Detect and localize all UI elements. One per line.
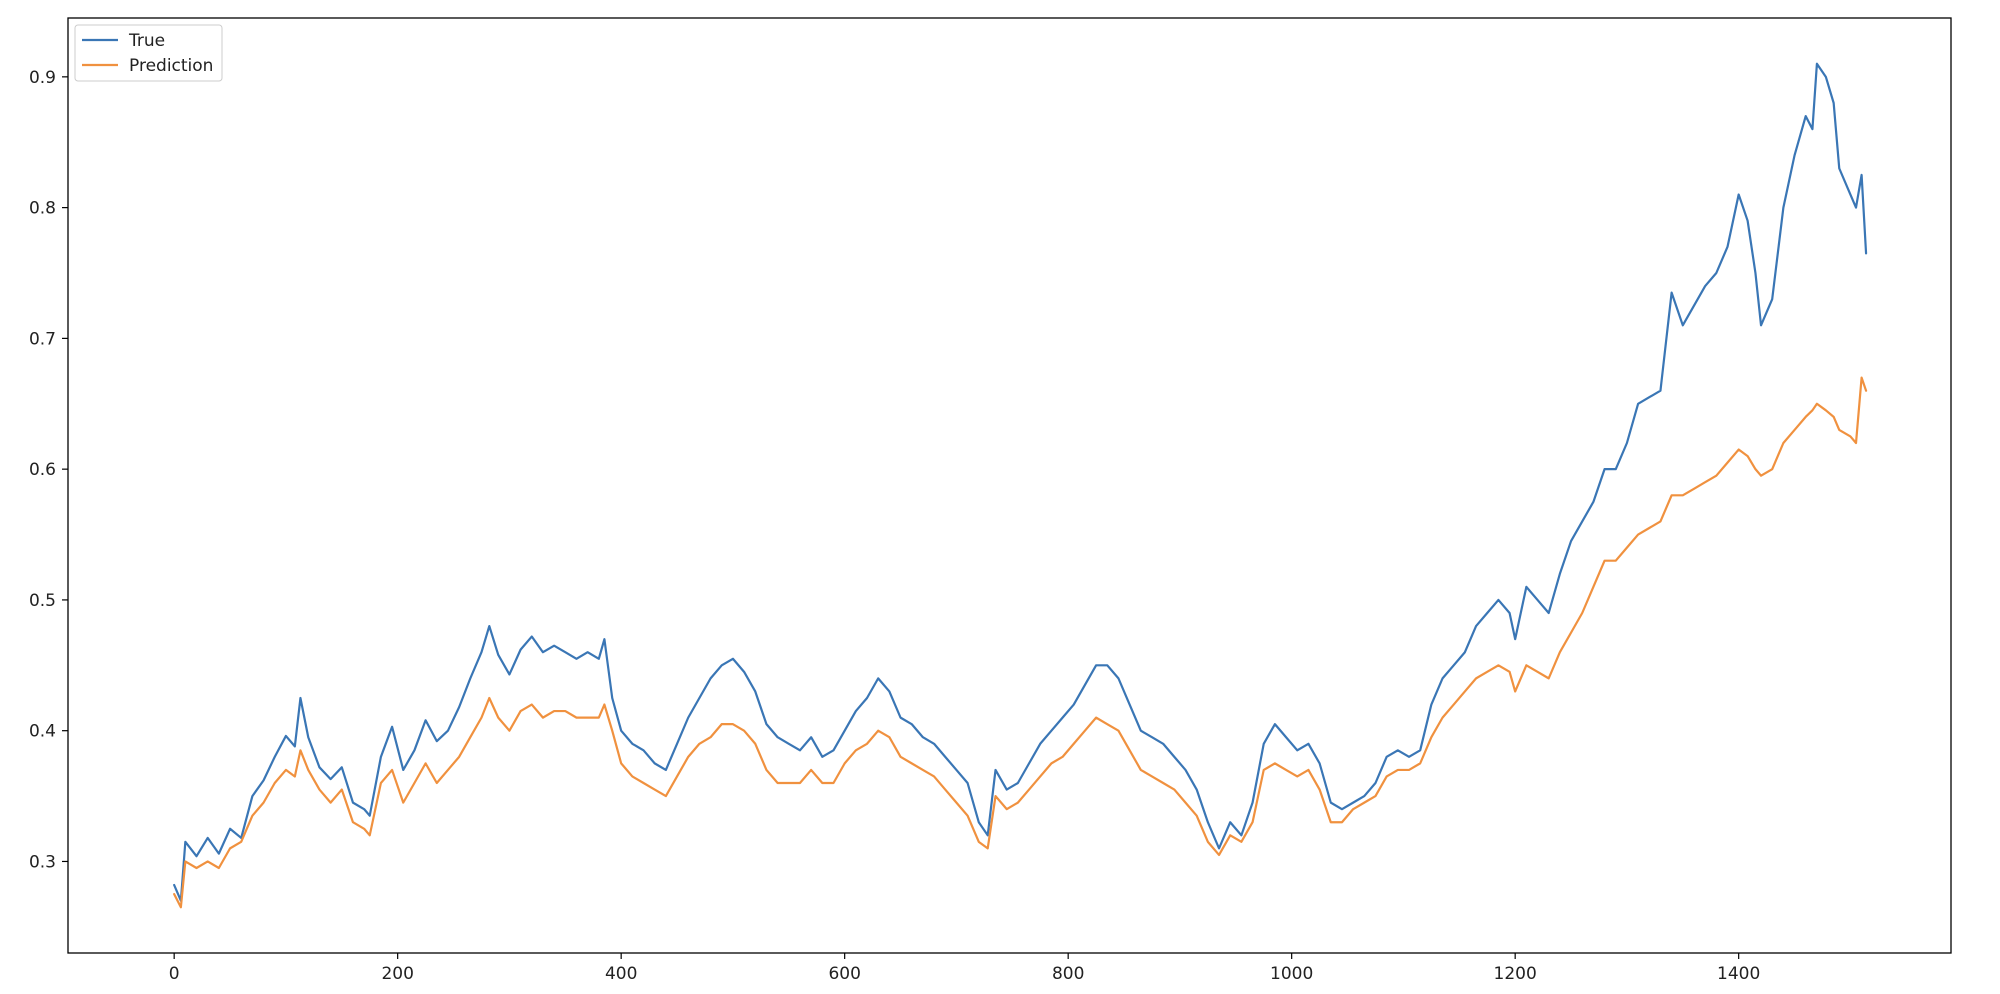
x-tick-label: 600	[828, 964, 860, 984]
axes-frame	[67, 17, 1952, 954]
x-tick-label: 200	[381, 964, 413, 984]
legend-label-prediction: Prediction	[129, 56, 213, 76]
x-tick-label: 0	[169, 964, 180, 984]
x-tick-label: 800	[1052, 964, 1084, 984]
y-tick-label: 0.6	[29, 460, 56, 480]
y-axis: 0.3 0.4 0.5 0.6 0.7 0.8 0.9	[29, 68, 68, 872]
legend: True Prediction	[74, 24, 223, 82]
x-tick-label: 400	[605, 964, 637, 984]
y-tick-label: 0.7	[29, 329, 56, 349]
series-line-true	[173, 62, 1868, 902]
series-layer	[173, 62, 1868, 909]
y-tick-label: 0.3	[29, 852, 56, 872]
legend-label-true: True	[128, 31, 165, 51]
y-tick-label: 0.4	[29, 722, 56, 742]
y-tick-label: 0.9	[29, 68, 56, 88]
series-line-prediction	[173, 376, 1868, 909]
x-tick-label: 1200	[1494, 964, 1537, 984]
x-tick-label: 1000	[1270, 964, 1313, 984]
y-tick-label: 0.5	[29, 591, 56, 611]
y-tick-label: 0.8	[29, 199, 56, 219]
plot-area	[68, 18, 1951, 953]
x-axis: 0 200 400 600 800 1000 1200 1400	[169, 953, 1760, 984]
x-tick-label: 1400	[1717, 964, 1760, 984]
